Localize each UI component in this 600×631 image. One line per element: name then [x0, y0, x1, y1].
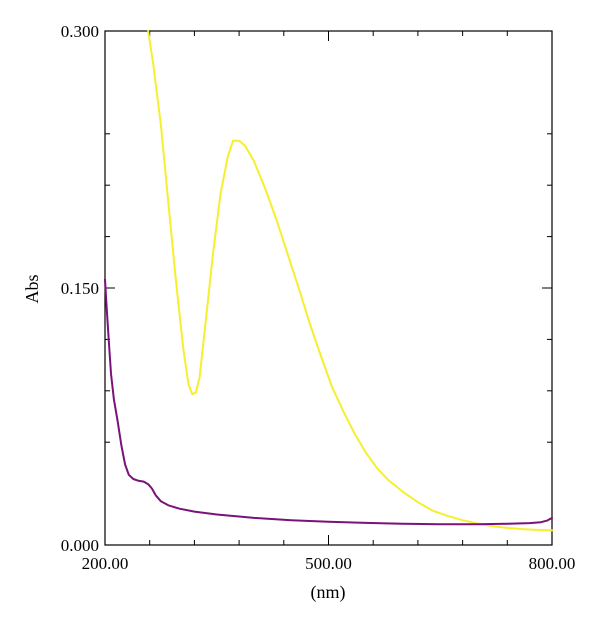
x-tick-label: 800.00: [529, 554, 576, 573]
series-lines: [104, 30, 553, 532]
x-axis-label: (nm): [311, 582, 346, 603]
y-tick-labels: 0.000 0.150 0.300: [61, 22, 99, 555]
plot-frame: [104, 30, 553, 546]
axis-ticks: [104, 30, 553, 546]
y-tick-label: 0.300: [61, 22, 99, 41]
y-axis-label: Abs: [22, 274, 42, 303]
series-line-2: [104, 278, 553, 526]
x-tick-label: 200.00: [82, 554, 129, 573]
y-tick-label: 0.150: [61, 279, 99, 298]
x-tick-labels: 200.00 500.00 800.00: [82, 554, 576, 573]
series-line-1: [147, 30, 553, 532]
x-tick-label: 500.00: [305, 554, 352, 573]
y-tick-label: 0.000: [61, 536, 99, 555]
